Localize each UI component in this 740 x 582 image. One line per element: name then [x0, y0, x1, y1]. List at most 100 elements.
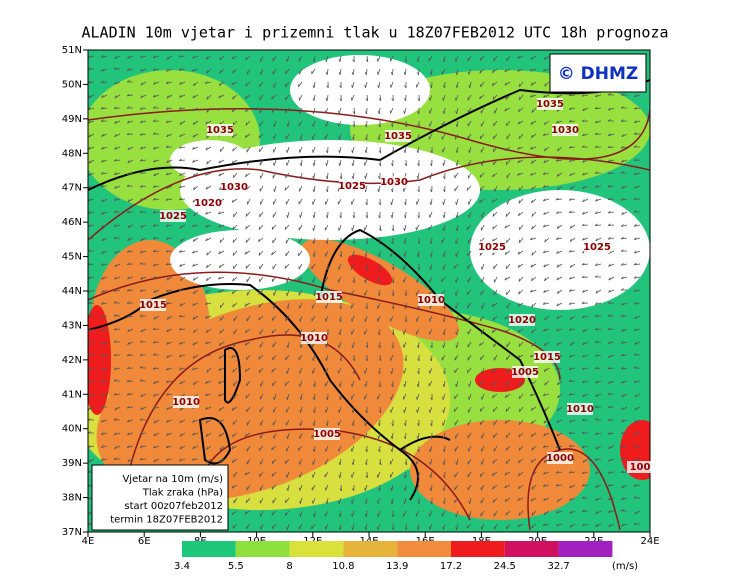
- wind-arrow: [456, 211, 459, 218]
- wind-arrow: [114, 198, 121, 201]
- wind-arrow-head: [621, 302, 624, 306]
- wind-arrow-head: [620, 444, 624, 448]
- wind-arrow: [391, 198, 394, 205]
- wind-arrow-head: [139, 185, 143, 188]
- wind-arrow: [582, 107, 589, 112]
- wind-arrow: [88, 146, 95, 150]
- wind-arrow: [492, 393, 498, 399]
- wind-arrow-head: [365, 345, 369, 349]
- wind-arrow: [479, 55, 485, 61]
- wind-arrow-head: [556, 433, 559, 437]
- wind-arrow: [481, 302, 485, 309]
- wind-arrow-head: [313, 410, 316, 414]
- wind-arrow: [543, 224, 550, 228]
- wind-arrow-head: [88, 211, 91, 214]
- wind-arrow: [608, 185, 615, 188]
- wind-arrow: [479, 94, 485, 100]
- wind-arrow: [88, 185, 95, 189]
- wind-arrow-head: [608, 263, 611, 267]
- wind-arrow: [608, 458, 615, 462]
- wind-arrow: [300, 159, 303, 167]
- lat-label: 38N: [62, 493, 82, 504]
- wind-arrow: [391, 445, 394, 452]
- wind-arrow-head: [568, 198, 572, 201]
- wind-arrow: [378, 133, 381, 140]
- wind-arrow: [285, 237, 290, 244]
- wind-arrow-head: [299, 136, 302, 141]
- wind-arrow-head: [429, 201, 432, 206]
- wind-arrow-head: [620, 224, 624, 227]
- wind-arrow: [205, 146, 212, 151]
- wind-arrow: [417, 55, 420, 62]
- colorbar-label: 32.7: [547, 561, 569, 572]
- wind-arrow-head: [518, 460, 520, 464]
- wind-arrow: [219, 354, 225, 359]
- wind-arrow: [492, 471, 498, 477]
- wind-arrow: [101, 198, 108, 203]
- wind-arrow: [430, 263, 433, 270]
- wind-arrow: [608, 159, 615, 162]
- wind-arrow-head: [555, 211, 559, 214]
- wind-arrow: [88, 172, 95, 176]
- wind-arrow-head: [391, 241, 394, 245]
- wind-arrow-head: [114, 95, 117, 99]
- wind-arrow-head: [152, 249, 156, 252]
- wind-arrow-head: [245, 239, 248, 243]
- wind-arrow: [231, 445, 238, 450]
- wind-arrow-head: [556, 523, 559, 527]
- wind-arrow: [582, 289, 589, 293]
- lat-label: 41N: [62, 389, 82, 400]
- wind-arrow: [286, 406, 290, 413]
- wind-arrow: [430, 484, 433, 492]
- wind-arrow: [351, 471, 355, 478]
- wind-arrow: [299, 328, 303, 335]
- wind-arrow-head: [100, 458, 104, 461]
- wind-arrow: [481, 445, 485, 452]
- wind-arrow: [405, 458, 408, 466]
- wind-arrow: [443, 328, 446, 336]
- wind-arrow-head: [569, 186, 572, 190]
- wind-arrow-head: [391, 527, 394, 531]
- wind-arrow-head: [338, 162, 341, 166]
- wind-arrow: [595, 432, 602, 435]
- wind-arrow-head: [179, 263, 182, 267]
- wind-arrow-head: [126, 353, 130, 357]
- wind-arrow-head: [88, 146, 91, 150]
- wind-arrow: [481, 367, 485, 374]
- wind-arrow-head: [404, 319, 407, 323]
- wind-arrow-head: [517, 355, 520, 359]
- wind-arrow: [480, 315, 485, 322]
- wind-arrow-head: [245, 57, 247, 61]
- wind-arrow: [556, 315, 563, 320]
- wind-arrow: [634, 120, 641, 124]
- wind-arrow: [245, 224, 251, 230]
- wind-arrow-head: [351, 462, 354, 466]
- wind-arrow: [312, 146, 316, 153]
- wind-arrow: [480, 120, 485, 127]
- wind-arrow-head: [517, 172, 520, 176]
- wind-arrow: [219, 55, 225, 61]
- wind-arrow: [365, 185, 368, 192]
- wind-arrow: [88, 393, 95, 397]
- wind-arrow-head: [205, 238, 208, 241]
- wind-arrow: [205, 380, 212, 384]
- wind-arrow: [286, 289, 290, 296]
- wind-arrow: [114, 445, 121, 450]
- wind-arrow: [493, 263, 498, 270]
- wind-arrow: [594, 224, 602, 226]
- isobar-label: 1035: [384, 131, 412, 142]
- wind-arrow-head: [152, 406, 156, 410]
- legend-box: [91, 464, 229, 531]
- wind-arrow: [621, 159, 628, 163]
- wind-arrow-head: [455, 162, 458, 167]
- wind-arrow: [260, 55, 264, 62]
- wind-arrow-head: [88, 107, 91, 110]
- wind-arrow: [392, 263, 395, 270]
- wind-arrow: [285, 172, 290, 179]
- wind-arrow: [594, 107, 602, 110]
- wind-arrow-head: [313, 384, 316, 388]
- wind-arrow: [311, 302, 316, 309]
- wind-arrow: [153, 432, 160, 437]
- wind-arrow-head: [607, 145, 611, 148]
- isobar-label: 1025: [338, 181, 366, 192]
